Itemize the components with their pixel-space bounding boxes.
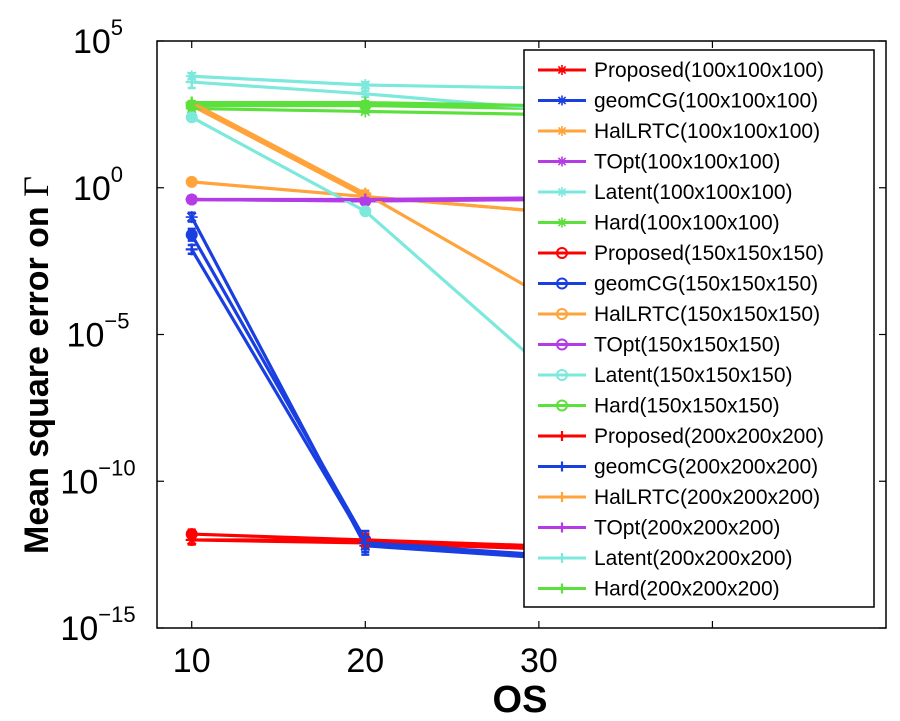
legend-label: HalLRTC(200x200x200) (594, 486, 820, 509)
legend-item: TOpt(100x100x100) (538, 151, 780, 174)
legend-label: TOpt(200x200x200) (594, 517, 780, 540)
y-tick-exponent: −5 (104, 309, 129, 334)
data-point (359, 79, 372, 92)
legend-label: Hard(200x200x200) (594, 578, 780, 601)
legend-marker (556, 308, 568, 320)
legend-label: geomCG(150x150x150) (594, 273, 818, 296)
data-point (359, 205, 372, 218)
legend-label: TOpt(100x100x100) (594, 151, 780, 174)
data-point (185, 111, 198, 124)
legend-marker (557, 65, 567, 75)
legend-marker (556, 399, 568, 412)
data-point (359, 193, 372, 206)
legend-marker (557, 156, 567, 167)
data-point (185, 76, 198, 89)
legend-marker (557, 126, 567, 136)
legend-label: TOpt(150x150x150) (594, 334, 780, 357)
data-point (185, 533, 198, 546)
legend-item: Hard(150x150x150) (538, 395, 780, 418)
legend-item: Latent(150x150x150) (538, 364, 793, 387)
y-tick-label: 10−10 (60, 455, 135, 501)
y-tick-exponent: 0 (111, 162, 123, 187)
legend-label: Proposed(150x150x150) (594, 242, 824, 265)
y-tick-exponent: −10 (98, 455, 135, 480)
y-axis-label: Mean square error on Γ (16, 176, 56, 554)
legend-label: HalLRTC(150x150x150) (594, 303, 820, 326)
legend-label: Latent(200x200x200) (594, 547, 793, 570)
data-point (359, 536, 372, 549)
legend-label: Hard(150x150x150) (594, 395, 780, 418)
legend-label: geomCG(100x100x100) (594, 90, 818, 113)
x-tick-label: 30 (520, 642, 558, 680)
y-tick-base: 10 (60, 463, 98, 501)
data-point (359, 96, 372, 109)
x-tick-label: 20 (346, 642, 384, 680)
y-tick-base: 10 (60, 610, 98, 648)
legend-item: Proposed(100x100x100) (538, 59, 824, 82)
y-axis-label-text: Mean square error on (18, 206, 56, 554)
legend-label: Latent(100x100x100) (594, 181, 793, 204)
legend-marker (556, 369, 568, 381)
legend-label: Proposed(100x100x100) (594, 59, 824, 82)
legend-marker (557, 583, 567, 594)
legend-item: HalLRTC(100x100x100) (538, 120, 820, 143)
y-tick-base: 10 (73, 170, 111, 208)
legend-marker (557, 217, 567, 228)
y-axis-label-group: Mean square error on Γ (16, 176, 56, 554)
legend-item: geomCG(150x150x150) (538, 273, 818, 296)
y-tick-label: 105 (73, 15, 123, 61)
legend-label: geomCG(200x200x200) (594, 456, 818, 479)
y-axis-label-symbol: Γ (16, 176, 56, 197)
legend-item: Latent(200x200x200) (538, 547, 793, 570)
legend: Proposed(100x100x100) geomCG(100x100x100)… (523, 49, 875, 608)
legend-item: Proposed(150x150x150) (538, 242, 824, 265)
y-tick-base: 10 (67, 317, 105, 355)
y-tick-label: 100 (73, 162, 123, 208)
y-tick-base: 10 (73, 23, 111, 61)
legend-label: Proposed(200x200x200) (594, 425, 824, 448)
data-point (185, 175, 198, 188)
legend-marker (557, 492, 567, 502)
legend-marker (557, 461, 567, 472)
data-point (185, 96, 198, 109)
y-tick-exponent: 5 (111, 15, 123, 40)
legend-marker (557, 522, 567, 533)
legend-marker (556, 247, 568, 259)
data-point (185, 243, 198, 256)
y-tick-label: 10−5 (67, 309, 130, 355)
legend-item: Hard(100x100x100) (538, 212, 780, 235)
x-axis-ticks: 10 20 30 (173, 41, 714, 680)
legend-item: Latent(100x100x100) (538, 181, 793, 204)
data-point (185, 228, 198, 241)
legend-item: Hard(200x200x200) (538, 578, 780, 601)
legend-item: TOpt(200x200x200) (538, 517, 780, 540)
data-point (185, 193, 198, 206)
legend-marker (556, 338, 568, 351)
y-tick-label: 10−15 (60, 602, 135, 648)
legend-item: Proposed(200x200x200) (538, 425, 824, 448)
legend-marker (557, 553, 567, 563)
legend-label: Hard(100x100x100) (594, 212, 780, 235)
legend-marker (556, 277, 568, 290)
legend-marker (557, 431, 567, 441)
legend-label: Latent(150x150x150) (594, 364, 793, 387)
legend-marker (557, 187, 567, 197)
legend-item: HalLRTC(200x200x200) (538, 486, 820, 509)
y-tick-exponent: −15 (98, 602, 135, 627)
legend-item: TOpt(150x150x150) (538, 334, 780, 357)
legend-item: geomCG(200x200x200) (538, 456, 818, 479)
legend-item: geomCG(100x100x100) (538, 90, 818, 113)
legend-box (523, 49, 875, 608)
legend-marker (557, 95, 567, 106)
x-axis-label: OS (493, 679, 548, 721)
data-point (185, 211, 198, 224)
legend-item: HalLRTC(150x150x150) (538, 303, 820, 326)
x-tick-label: 10 (173, 642, 211, 680)
legend-label: HalLRTC(100x100x100) (594, 120, 820, 143)
